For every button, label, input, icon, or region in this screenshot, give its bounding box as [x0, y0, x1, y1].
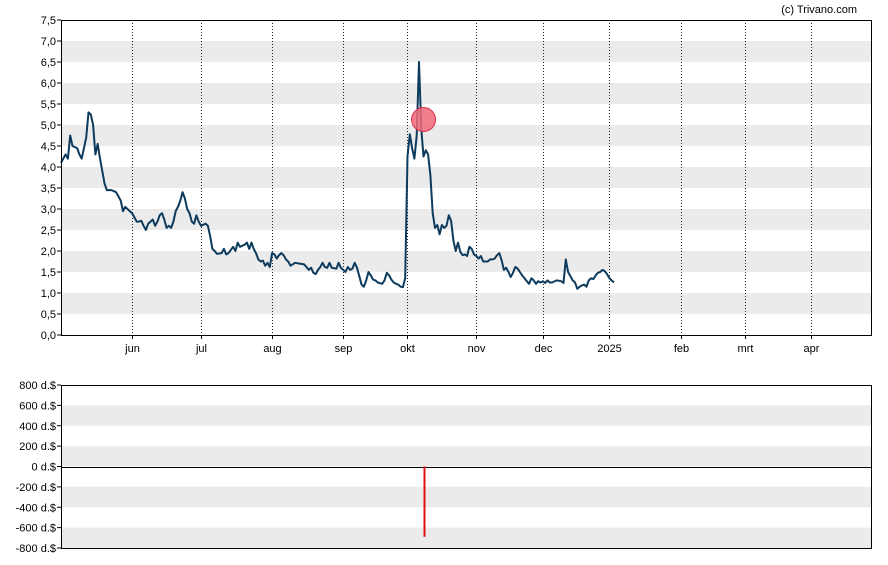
price-y-tick-label: 4,0 — [41, 162, 56, 174]
price-grid-band — [61, 41, 871, 62]
volume-y-tick-label: 600 d.$ — [19, 400, 56, 412]
price-y-tick-label: 1,5 — [41, 267, 56, 279]
volume-y-tick-label: -800 d.$ — [16, 543, 56, 555]
price-grid-band — [61, 251, 871, 272]
price-x-axis: jun jul aug sep okt nov dec 2025 feb mrt apr — [124, 335, 820, 355]
price-grid-band — [61, 83, 871, 104]
volume-y-tick-label: -400 d.$ — [16, 502, 56, 514]
price-event-marker — [411, 107, 437, 133]
price-x-tick-label: okt — [400, 343, 415, 355]
price-x-tick-label: 2025 — [597, 343, 621, 355]
price-y-tick-label: 7,5 — [41, 15, 56, 27]
volume-grid-band — [61, 486, 871, 508]
credit-label: (c) Trivano.com — [781, 4, 857, 16]
price-grid-band — [61, 125, 871, 146]
volume-plot-frame — [61, 385, 872, 549]
price-grid-bands — [61, 41, 871, 314]
price-y-tick-label: 6,0 — [41, 78, 56, 90]
price-y-tick-label: 5,0 — [41, 120, 56, 132]
volume-y-tick-label: 200 d.$ — [19, 441, 56, 453]
price-y-tick-label: 1,0 — [41, 288, 56, 300]
price-x-tick-label: aug — [263, 343, 281, 355]
price-grid-band — [61, 209, 871, 230]
price-y-axis: 0,0 0,5 1,0 1,5 2,0 2,5 3,0 3,5 4,0 4,5 5,0 5,5 6,0 6… — [41, 15, 61, 342]
price-x-tick-label: nov — [468, 343, 486, 355]
volume-y-tick-label: 800 d.$ — [19, 380, 56, 392]
volume-y-tick-label: -200 d.$ — [16, 482, 56, 494]
price-series-line — [60, 61, 615, 290]
price-y-tick-label: 3,0 — [41, 204, 56, 216]
price-y-tick-label: 7,0 — [41, 36, 56, 48]
price-y-tick-label: 5,5 — [41, 99, 56, 111]
volume-grid-bands — [61, 405, 871, 548]
price-x-tick-label: mrt — [738, 343, 754, 355]
price-x-tick-label: dec — [535, 343, 553, 355]
volume-grid-band — [61, 446, 871, 467]
volume-y-tick-label: -600 d.$ — [16, 523, 56, 535]
price-y-tick-label: 0,0 — [41, 330, 56, 342]
price-x-tick-label: jul — [195, 343, 207, 355]
volume-grid-band — [61, 527, 871, 548]
volume-grid-band — [61, 405, 871, 426]
price-y-tick-label: 2,5 — [41, 225, 56, 237]
volume-y-tick-label: 0 d.$ — [32, 462, 56, 474]
price-x-tick-label: sep — [335, 343, 353, 355]
price-y-tick-label: 2,0 — [41, 246, 56, 258]
price-grid-band — [61, 167, 871, 188]
price-grid-band — [61, 293, 871, 314]
price-y-tick-label: 6,5 — [41, 57, 56, 69]
volume-y-tick-label: 400 d.$ — [19, 421, 56, 433]
price-x-tick-label: feb — [674, 343, 689, 355]
price-x-tick-label: apr — [804, 343, 820, 355]
price-plot-frame — [61, 20, 872, 336]
volume-y-axis: 800 d.$ 600 d.$ 400 d.$ 200 d.$ 0 d.$ -200 d.… — [16, 380, 61, 555]
price-y-tick-label: 4,5 — [41, 141, 56, 153]
price-y-tick-label: 0,5 — [41, 309, 56, 321]
price-x-tick-label: jun — [124, 343, 140, 355]
price-y-tick-label: 3,5 — [41, 183, 56, 195]
